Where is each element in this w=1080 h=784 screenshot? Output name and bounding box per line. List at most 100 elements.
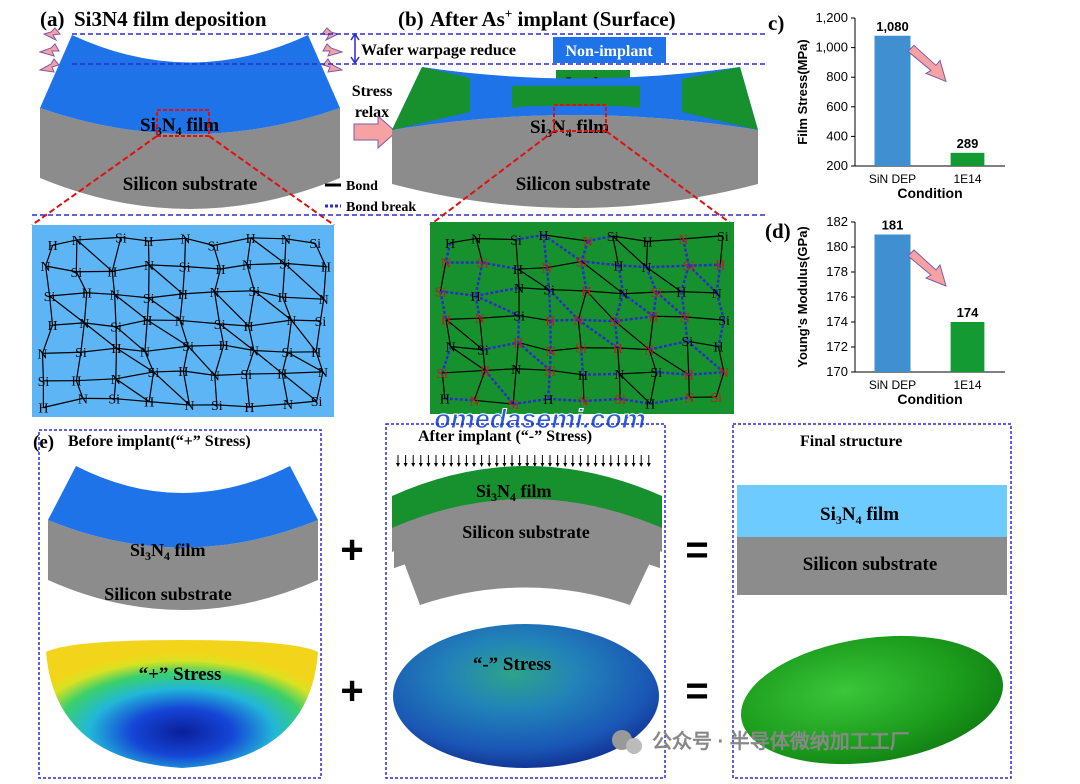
bond bbox=[49, 295, 85, 324]
atom-label: H bbox=[144, 396, 154, 411]
bond bbox=[439, 262, 447, 292]
atom-label: Si bbox=[110, 321, 122, 336]
implant-arrowhead bbox=[494, 463, 499, 467]
broken-bond bbox=[475, 294, 520, 317]
atom-label: Si bbox=[281, 346, 293, 361]
atom-label: N bbox=[79, 317, 89, 332]
svg-text:Si3N4 film: Si3N4 film bbox=[476, 481, 552, 504]
atom-label: H bbox=[111, 342, 121, 357]
bond bbox=[80, 322, 85, 353]
atom-label: N bbox=[446, 341, 456, 356]
bond bbox=[450, 346, 486, 371]
bond bbox=[246, 372, 283, 375]
bond bbox=[315, 351, 324, 373]
x-axis-title: Condition bbox=[897, 391, 962, 407]
bond bbox=[719, 235, 724, 265]
bond bbox=[114, 293, 149, 299]
broken-bond bbox=[683, 316, 689, 342]
atom-label: Si bbox=[108, 393, 120, 408]
implant-arrowhead bbox=[586, 463, 590, 467]
implant-arrowhead bbox=[646, 463, 651, 467]
legend-nonimplant-swatch bbox=[553, 37, 666, 63]
panel-b-film-label: Si3N4 film bbox=[530, 117, 609, 140]
implant-arrowhead bbox=[396, 463, 400, 467]
implant-arrowhead bbox=[578, 463, 583, 467]
bond bbox=[282, 296, 293, 321]
bond bbox=[287, 351, 324, 373]
bond bbox=[153, 371, 190, 406]
bond bbox=[577, 290, 588, 320]
bond bbox=[76, 236, 121, 241]
panel-c-letter: c) bbox=[768, 11, 784, 35]
bond bbox=[586, 290, 616, 322]
broken-bond bbox=[547, 289, 552, 321]
bond bbox=[517, 269, 520, 288]
bond bbox=[647, 238, 684, 242]
atom-label: H bbox=[215, 263, 225, 278]
y-tick-label: 800 bbox=[826, 69, 848, 84]
bond bbox=[617, 347, 650, 351]
atom-label: N bbox=[514, 282, 524, 297]
panel-a-substrate bbox=[40, 108, 340, 209]
bond bbox=[314, 242, 327, 267]
bond bbox=[182, 291, 215, 295]
bond bbox=[512, 368, 517, 405]
panel-d-chart: (d) 170 172 174 176 178 180 182 181 SiN DEP 174 1E… bbox=[765, 214, 1005, 407]
bond bbox=[653, 315, 685, 318]
atom-label: N bbox=[475, 312, 485, 327]
broken-bond bbox=[646, 264, 689, 269]
implant-arrowhead bbox=[548, 463, 552, 467]
bond bbox=[282, 296, 324, 300]
bond bbox=[617, 347, 621, 374]
bond bbox=[75, 380, 84, 399]
implant-arrowhead bbox=[525, 463, 530, 467]
bond bbox=[474, 399, 514, 405]
equals-operator-bottom: = bbox=[685, 669, 708, 713]
atom-label: H bbox=[543, 393, 553, 408]
y-tick-label: 400 bbox=[826, 128, 848, 143]
decrease-arrow bbox=[907, 44, 947, 83]
broken-bond bbox=[474, 262, 484, 297]
implant-arrowhead bbox=[532, 463, 537, 467]
atom-label: H bbox=[538, 229, 548, 244]
bond bbox=[84, 322, 117, 328]
final-substrate bbox=[737, 537, 1007, 595]
data-label: 174 bbox=[957, 305, 979, 320]
bond bbox=[479, 314, 520, 319]
panel-a-title: Si3N4 film deposition bbox=[74, 7, 267, 31]
panel-b-title: After As+ implant (Surface) bbox=[430, 6, 676, 31]
implant-arrowhead bbox=[517, 463, 522, 467]
atom-label: N bbox=[319, 293, 329, 308]
atom-label: Si bbox=[44, 290, 56, 305]
panel-a-film bbox=[40, 35, 340, 134]
bond bbox=[248, 319, 292, 327]
broken-bond bbox=[688, 263, 721, 267]
bond bbox=[213, 291, 221, 324]
bond bbox=[114, 293, 148, 321]
bond bbox=[245, 373, 251, 407]
bond bbox=[75, 352, 82, 381]
broken-bond bbox=[687, 264, 718, 294]
bond bbox=[549, 369, 584, 376]
atom-label: N bbox=[618, 288, 628, 303]
atom-label: H bbox=[445, 237, 455, 252]
broken-bond bbox=[517, 341, 551, 372]
zoom-line-a-right bbox=[208, 135, 335, 226]
broken-bond bbox=[614, 315, 654, 323]
atom-label: Si bbox=[38, 375, 50, 390]
bond bbox=[214, 290, 255, 293]
broken-bond bbox=[619, 397, 651, 405]
atom-label: Si bbox=[614, 393, 626, 408]
bond bbox=[214, 375, 218, 405]
atom-label: H bbox=[277, 367, 287, 382]
atom-label: N bbox=[283, 398, 293, 413]
bond bbox=[76, 378, 116, 382]
bond bbox=[214, 373, 247, 376]
implant-arrowhead bbox=[472, 463, 476, 467]
atom-label: N bbox=[144, 259, 154, 274]
implant-arrowhead bbox=[570, 463, 575, 467]
atom-label: Si bbox=[681, 335, 693, 350]
atom-label: H bbox=[713, 341, 723, 356]
bond bbox=[441, 372, 446, 399]
bond bbox=[515, 239, 519, 270]
